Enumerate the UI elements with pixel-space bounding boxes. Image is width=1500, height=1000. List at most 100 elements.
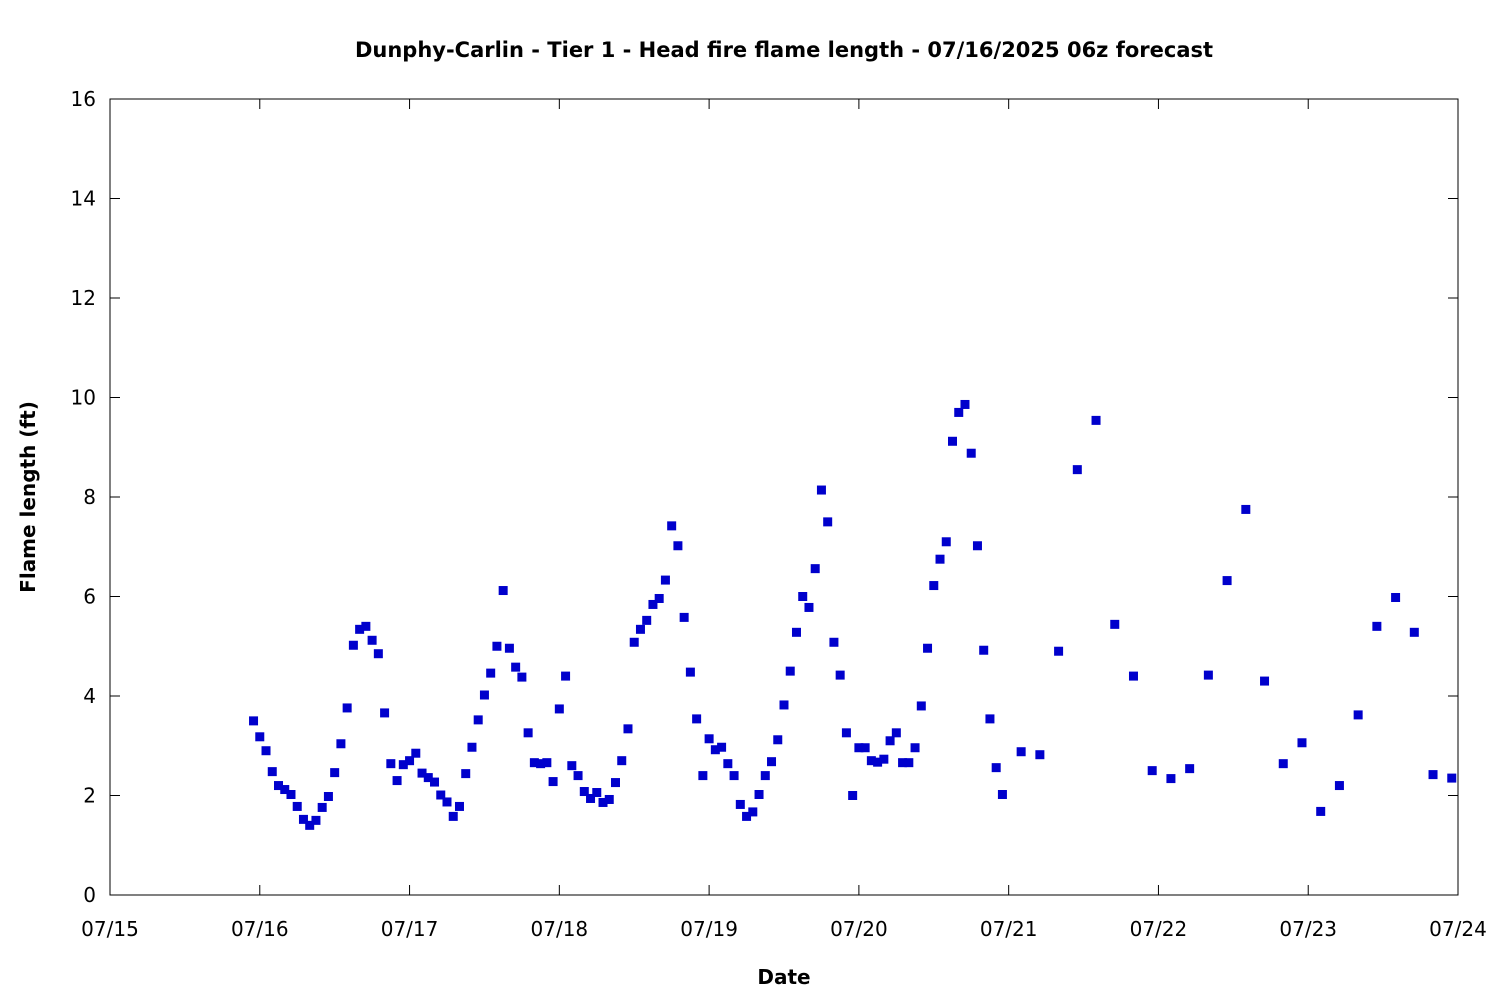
data-point <box>966 448 976 458</box>
data-point <box>735 799 745 809</box>
data-point <box>1297 738 1307 748</box>
data-point <box>754 790 764 800</box>
data-point <box>667 521 677 531</box>
y-tick-label: 8 <box>83 485 96 509</box>
data-point <box>785 666 795 676</box>
data-point <box>879 754 889 764</box>
data-point <box>498 586 508 596</box>
data-point <box>685 667 695 677</box>
data-point <box>573 771 583 781</box>
data-point <box>723 759 733 769</box>
data-point <box>729 771 739 781</box>
data-point <box>380 708 390 718</box>
y-tick-label: 4 <box>83 684 96 708</box>
data-point <box>654 593 664 603</box>
data-point <box>748 807 758 817</box>
y-tick-label: 10 <box>71 386 96 410</box>
data-point <box>1316 806 1326 816</box>
y-tick-label: 14 <box>71 187 96 211</box>
data-point <box>592 788 602 798</box>
data-point <box>1185 764 1195 774</box>
data-point <box>523 728 533 738</box>
data-point <box>586 793 596 803</box>
data-point <box>810 564 820 574</box>
data-point <box>1203 670 1213 680</box>
data-point <box>1241 504 1251 514</box>
data-point <box>423 773 433 783</box>
x-tick-label: 07/23 <box>1279 917 1337 941</box>
data-point <box>954 407 964 417</box>
data-point <box>473 715 483 725</box>
data-point <box>511 662 521 672</box>
data-point <box>698 771 708 781</box>
data-point <box>791 627 801 637</box>
data-point <box>898 758 908 768</box>
data-point <box>804 602 814 612</box>
data-point <box>1391 592 1401 602</box>
data-point <box>292 801 302 811</box>
y-tick-labels: 0 2 4 6 8 10 12 14 16 <box>71 87 96 907</box>
x-tick-label: 07/17 <box>381 917 439 941</box>
data-point <box>642 615 652 625</box>
data-point <box>342 703 352 713</box>
data-point <box>611 778 620 788</box>
y-tick-label: 0 <box>83 883 96 907</box>
data-point <box>779 700 789 710</box>
data-point <box>430 777 440 787</box>
data-point <box>866 756 876 766</box>
data-point <box>567 761 577 771</box>
data-point <box>311 815 321 825</box>
data-point <box>529 758 539 768</box>
data-point <box>929 581 939 591</box>
data-point <box>492 641 502 651</box>
data-point <box>355 624 365 634</box>
x-tick-label: 07/15 <box>81 917 139 941</box>
data-point <box>816 485 826 495</box>
data-point <box>935 554 945 564</box>
data-point <box>1072 465 1082 475</box>
data-point <box>386 759 396 769</box>
data-point <box>941 537 951 547</box>
y-tick-label: 2 <box>83 784 96 808</box>
data-point <box>274 781 283 791</box>
data-point <box>461 769 471 779</box>
data-point <box>486 668 496 678</box>
data-point <box>598 797 608 807</box>
data-point <box>885 736 895 746</box>
data-point <box>373 649 383 659</box>
data-point <box>330 768 340 778</box>
x-tick-label: 07/21 <box>980 917 1038 941</box>
data-point <box>554 704 564 714</box>
data-point <box>623 724 633 734</box>
data-point <box>298 814 308 824</box>
data-point <box>997 790 1007 800</box>
data-point <box>841 728 851 738</box>
data-point <box>1260 676 1270 686</box>
data-point <box>704 734 714 744</box>
data-point <box>960 399 970 409</box>
data-point <box>517 672 527 682</box>
data-point <box>798 592 808 601</box>
data-point <box>261 746 271 756</box>
data-point <box>367 635 377 645</box>
data-points <box>249 399 1457 830</box>
data-point <box>854 743 864 753</box>
data-point <box>448 811 458 821</box>
x-axis-label: Date <box>757 965 810 989</box>
data-point <box>542 758 552 768</box>
data-point <box>617 756 627 766</box>
x-tick-label: 07/24 <box>1429 917 1487 941</box>
data-point <box>1147 766 1157 776</box>
data-point <box>1428 770 1438 780</box>
data-point <box>848 791 858 800</box>
data-point <box>679 612 689 622</box>
y-tick-label: 6 <box>83 585 96 609</box>
data-point <box>823 517 833 527</box>
data-point <box>398 760 408 770</box>
data-point <box>255 732 265 742</box>
data-point <box>1447 773 1457 783</box>
data-point <box>467 742 477 752</box>
data-point <box>985 714 995 724</box>
data-point <box>479 690 489 700</box>
